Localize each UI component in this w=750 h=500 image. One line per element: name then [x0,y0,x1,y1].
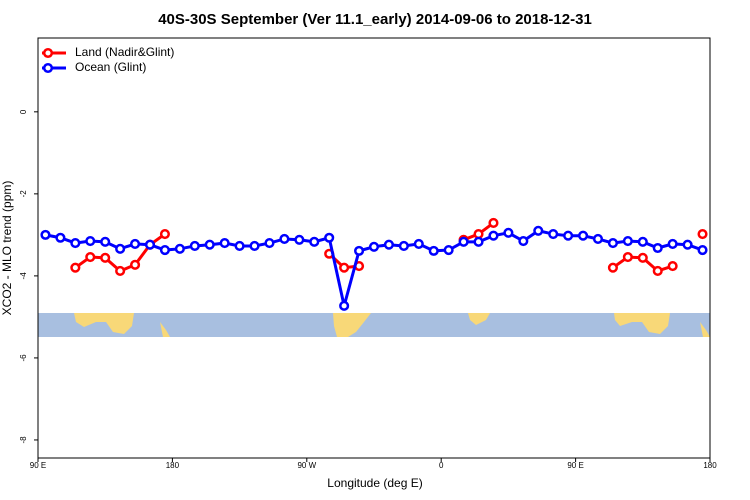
point [682,239,693,250]
point [473,236,484,247]
x-axis-label: Longitude (deg E) [327,476,422,490]
point [159,229,170,240]
point [130,238,141,249]
point [189,240,200,251]
point [339,300,350,311]
nz-shape [700,322,710,337]
point [159,245,170,256]
point [652,265,663,277]
point [55,232,66,243]
point [368,241,380,252]
point [85,235,96,247]
x-tick-label: 90 E [30,461,46,470]
point [652,242,663,254]
point [144,239,156,250]
point [518,235,529,247]
point [503,227,514,238]
point [398,240,409,251]
point [264,238,275,249]
point [294,234,305,245]
point [458,236,469,247]
plot-frame [37,37,711,459]
point [174,243,185,254]
point [40,229,51,240]
point [697,229,708,240]
legend-marker [42,62,54,74]
point [339,262,350,273]
chart-title: 40S-30S September (Ver 11.1_early) 2014-… [158,11,592,28]
point [70,238,81,249]
point [622,251,633,263]
point [607,238,618,249]
point [115,243,126,254]
point [383,239,394,250]
australia-shape [74,313,134,334]
point [100,236,111,247]
point [249,240,260,251]
point [473,229,484,240]
legend-label: Ocean (Glint) [75,60,146,74]
y-axis-label: XCO2 - MLO trend (ppm) [0,181,14,316]
y-tick-label: -4 [19,272,28,280]
point [413,238,424,249]
point [234,240,245,251]
point [219,238,230,249]
legend-label: Land (Nadir&Glint) [75,45,174,59]
point [578,230,589,241]
point [204,239,215,250]
ocean-band [38,313,710,337]
point [667,260,678,272]
y-tick-label: 0 [19,109,28,114]
point [324,232,335,243]
x-tick-label: 0 [439,461,444,470]
point [443,245,454,256]
point [622,235,633,247]
y-tick-label: -2 [19,190,28,198]
point [637,236,648,247]
point [130,259,141,270]
point [697,245,708,256]
point [548,229,559,240]
legend-marker [42,47,54,59]
point [279,233,290,245]
point [488,217,499,229]
australia-shape [614,313,670,334]
point [563,230,574,241]
nz-shape [160,322,170,337]
point [85,251,96,263]
africa-shape [468,313,490,325]
point [354,245,365,256]
south-america-shape [333,313,371,337]
point [637,252,648,263]
point [100,252,111,263]
point [488,230,499,241]
point [607,262,618,273]
x-tick-label: 90 E [567,461,583,470]
point [115,265,126,277]
point [70,262,81,273]
map-strip [38,313,710,337]
point [428,245,439,256]
y-tick-label: -6 [19,354,28,362]
point [533,225,544,236]
x-tick-label: 180 [703,461,717,470]
x-tick-label: 180 [166,461,180,470]
point [592,233,604,245]
y-tick-label: -8 [19,436,28,444]
point [309,236,320,247]
point [667,238,678,249]
x-tick-label: 90 W [297,461,316,470]
